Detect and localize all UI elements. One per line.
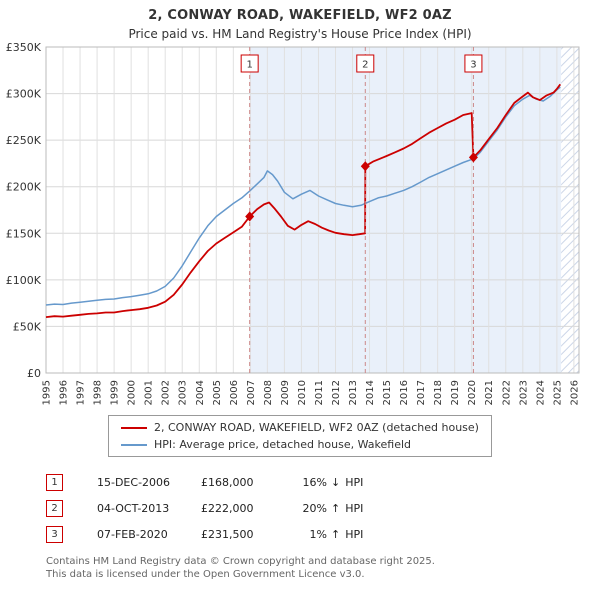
svg-text:1: 1 bbox=[246, 60, 252, 71]
legend-item-hpi[interactable]: HPI: Average price, detached house, Wake… bbox=[121, 436, 479, 453]
svg-text:£100K: £100K bbox=[6, 274, 42, 287]
svg-text:2005: 2005 bbox=[212, 380, 223, 405]
table-row: 3 07-FEB-2020 £231,500 1% ↑ HPI bbox=[46, 521, 600, 547]
legend-swatch-hpi bbox=[121, 443, 147, 446]
svg-text:£350K: £350K bbox=[6, 41, 42, 54]
svg-text:2: 2 bbox=[362, 60, 368, 71]
svg-text:2003: 2003 bbox=[178, 380, 189, 405]
transaction-price: £231,500 bbox=[201, 527, 254, 541]
legend-label-price-paid: 2, CONWAY ROAD, WAKEFIELD, WF2 0AZ (deta… bbox=[154, 421, 479, 434]
transaction-hpi-ref: HPI bbox=[345, 527, 364, 541]
svg-text:2021: 2021 bbox=[484, 380, 495, 405]
svg-text:2002: 2002 bbox=[161, 380, 172, 405]
page-subtitle: Price paid vs. HM Land Registry's House … bbox=[128, 27, 472, 41]
legend-item-price-paid[interactable]: 2, CONWAY ROAD, WAKEFIELD, WF2 0AZ (deta… bbox=[121, 419, 479, 436]
svg-text:£200K: £200K bbox=[6, 181, 42, 194]
transaction-price: £222,000 bbox=[201, 501, 254, 515]
svg-text:2016: 2016 bbox=[399, 380, 410, 405]
svg-text:2023: 2023 bbox=[518, 380, 529, 405]
svg-text:2009: 2009 bbox=[280, 380, 291, 405]
svg-text:1995: 1995 bbox=[42, 380, 53, 405]
transactions-table: 1 15-DEC-2006 £168,000 16% ↓ HPI 2 04-OC… bbox=[46, 469, 600, 547]
svg-text:2022: 2022 bbox=[501, 380, 512, 405]
transaction-hpi-delta: 1% bbox=[309, 527, 327, 541]
transaction-number-badge: 3 bbox=[46, 525, 63, 543]
svg-text:2004: 2004 bbox=[195, 380, 206, 405]
svg-text:2001: 2001 bbox=[144, 380, 155, 405]
transaction-hpi-ref: HPI bbox=[345, 501, 364, 515]
svg-text:2012: 2012 bbox=[331, 380, 342, 405]
svg-text:£50K: £50K bbox=[13, 320, 42, 333]
svg-text:2010: 2010 bbox=[297, 380, 308, 405]
attribution-line-1: Contains HM Land Registry data © Crown c… bbox=[46, 556, 435, 567]
attribution: Contains HM Land Registry data © Crown c… bbox=[46, 555, 600, 581]
legend-swatch-price-paid bbox=[121, 426, 147, 429]
transaction-date: 04-OCT-2013 bbox=[97, 501, 170, 515]
hpi-delta-arrow-icon: ↑ bbox=[331, 501, 341, 515]
transaction-hpi-delta: 16% bbox=[302, 475, 327, 489]
svg-text:2019: 2019 bbox=[450, 380, 461, 405]
transaction-number-badge: 1 bbox=[46, 473, 63, 491]
svg-text:£150K: £150K bbox=[6, 227, 42, 240]
svg-text:2024: 2024 bbox=[535, 380, 546, 405]
svg-text:1997: 1997 bbox=[76, 380, 87, 405]
hpi-delta-arrow-icon: ↑ bbox=[331, 527, 341, 541]
svg-text:£300K: £300K bbox=[6, 88, 42, 101]
page-title: 2, CONWAY ROAD, WAKEFIELD, WF2 0AZ bbox=[148, 8, 452, 23]
svg-text:2017: 2017 bbox=[416, 380, 427, 405]
svg-text:2008: 2008 bbox=[263, 380, 274, 405]
transaction-price: £168,000 bbox=[201, 475, 254, 489]
transaction-hpi-delta: 20% bbox=[302, 501, 327, 515]
legend: 2, CONWAY ROAD, WAKEFIELD, WF2 0AZ (deta… bbox=[108, 415, 492, 457]
price-history-chart[interactable]: £0 £50K £100K £150K £200K £250K £300K £350K 1995… bbox=[0, 41, 600, 413]
table-row: 1 15-DEC-2006 £168,000 16% ↓ HPI bbox=[46, 469, 600, 495]
hpi-delta-arrow-icon: ↓ bbox=[331, 475, 341, 489]
svg-text:2006: 2006 bbox=[229, 380, 240, 405]
transaction-hpi-ref: HPI bbox=[345, 475, 364, 489]
svg-text:2013: 2013 bbox=[348, 380, 359, 405]
svg-text:1996: 1996 bbox=[59, 380, 70, 405]
svg-text:2014: 2014 bbox=[365, 380, 376, 405]
svg-text:2018: 2018 bbox=[433, 380, 444, 405]
attribution-line-2: This data is licensed under the Open Gov… bbox=[46, 569, 365, 580]
svg-text:2025: 2025 bbox=[552, 380, 563, 405]
svg-text:2011: 2011 bbox=[314, 380, 325, 405]
svg-text:1998: 1998 bbox=[93, 380, 104, 405]
transaction-number-badge: 2 bbox=[46, 499, 63, 517]
svg-text:2020: 2020 bbox=[467, 380, 478, 405]
svg-text:£0: £0 bbox=[27, 367, 41, 380]
svg-text:£250K: £250K bbox=[6, 134, 42, 147]
transaction-date: 07-FEB-2020 bbox=[97, 527, 168, 541]
svg-text:3: 3 bbox=[470, 60, 476, 71]
legend-label-hpi: HPI: Average price, detached house, Wake… bbox=[154, 438, 412, 451]
svg-text:1999: 1999 bbox=[110, 380, 121, 405]
svg-text:2007: 2007 bbox=[246, 380, 257, 405]
transaction-date: 15-DEC-2006 bbox=[97, 475, 171, 489]
svg-text:2026: 2026 bbox=[569, 380, 580, 405]
table-row: 2 04-OCT-2013 £222,000 20% ↑ HPI bbox=[46, 495, 600, 521]
svg-text:2000: 2000 bbox=[127, 380, 138, 405]
svg-text:2015: 2015 bbox=[382, 380, 393, 405]
